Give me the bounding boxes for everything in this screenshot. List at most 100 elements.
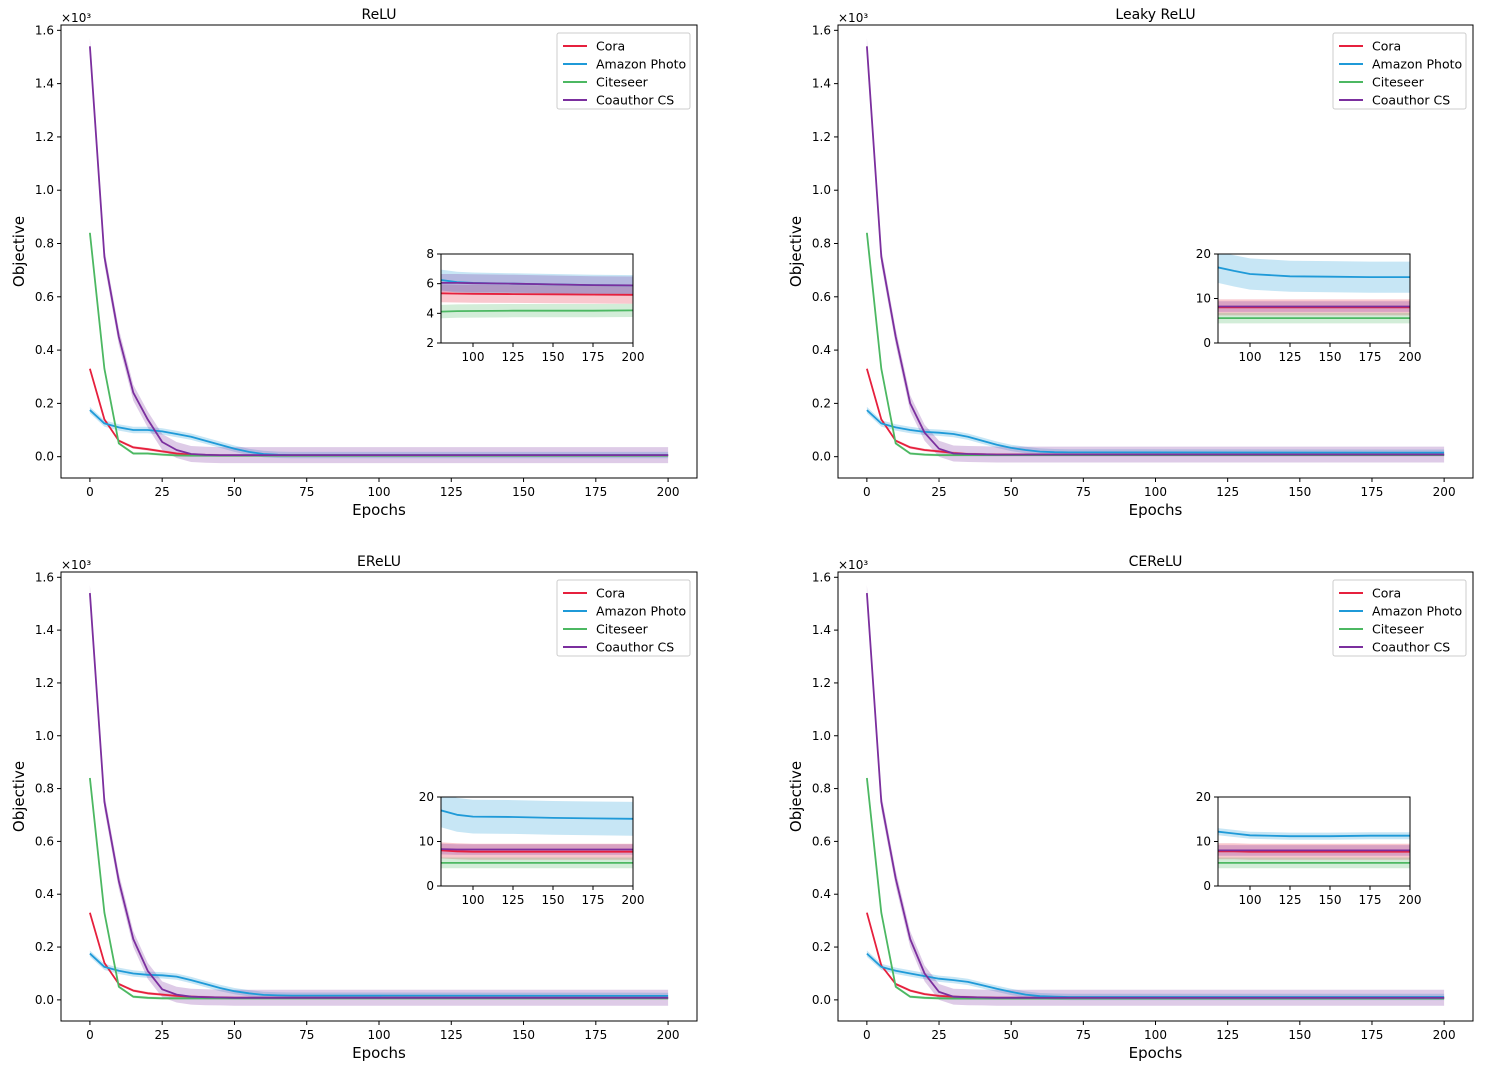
legend-box: [556, 32, 691, 110]
inset-y-tick-label: 6: [426, 277, 434, 291]
x-axis-label: Epochs: [352, 1044, 406, 1062]
chart-panel-4: 0 25 50 75 100 125 150 175 2000.00.20.40.60.81.0…: [787, 554, 1474, 1062]
chart-panel-3: 0 25 50 75 100 125 150 175 2000.00.20.40.60.81.0…: [10, 554, 698, 1062]
y-tick-label: 0.4: [812, 343, 831, 357]
x-tick-label: 100: [1144, 485, 1167, 499]
y-tick-label: 0.6: [812, 834, 831, 848]
legend-label: Cora: [596, 39, 625, 54]
main-2-band-coauthor: [89, 585, 669, 1006]
y-tick-label: 1.4: [812, 77, 831, 91]
legend: Cora Amazon Photo Citeseer Coauthor CS: [1332, 579, 1467, 657]
legend-label: Citeseer: [596, 75, 649, 90]
inset-y-tick-label: 0: [1203, 336, 1211, 350]
inset-x-tick-label: 100: [1239, 350, 1262, 364]
x-tick-label: 75: [299, 485, 314, 499]
inset-2-line-cora: [441, 849, 633, 853]
y-tick-label: 1.6: [35, 570, 54, 584]
x-tick-label: 25: [155, 485, 170, 499]
legend-label: Cora: [596, 586, 625, 601]
inset-x-tick-label: 175: [582, 350, 605, 364]
y-tick-label: 0.0: [35, 993, 54, 1007]
x-axis-label: Epochs: [1129, 501, 1183, 519]
x-tick-label: 200: [657, 1028, 680, 1042]
x-tick-label: 50: [1004, 1028, 1019, 1042]
inset-0-line-cora: [441, 292, 633, 296]
y-tick-label: 1.0: [35, 183, 54, 197]
x-tick-label: 0: [863, 1028, 871, 1042]
main-2-line-coauthor: [89, 593, 669, 999]
y-tick-label: 0.2: [35, 940, 54, 954]
inset-y-tick-label: 10: [1196, 292, 1211, 306]
x-tick-label: 50: [1004, 485, 1019, 499]
inset-y-tick-label: 10: [419, 835, 434, 849]
y-tick-label: 0.2: [812, 940, 831, 954]
inset-x-tick-label: 150: [542, 350, 565, 364]
inset-x-tick-label: 100: [1239, 893, 1262, 907]
inset-y-tick-label: 20: [1196, 790, 1211, 804]
main-2-band-amazon: [89, 950, 669, 1000]
x-axis-label: Epochs: [352, 501, 406, 519]
y-tick-label: 0.8: [812, 237, 831, 251]
y-tick-label: 0.8: [35, 782, 54, 796]
inset-1-plot-area: [1218, 254, 1410, 324]
chart-title: EReLU: [357, 554, 401, 570]
legend-box: [1332, 32, 1467, 110]
inset-x-tick-label: 125: [1279, 350, 1302, 364]
x-tick-label: 75: [1076, 485, 1091, 499]
y-tick-label: 1.4: [812, 623, 831, 637]
inset-plot: 100 125 150 175 200 0 10 20: [1196, 247, 1422, 364]
legend-label: Coauthor CS: [1372, 93, 1450, 108]
y-tick-label: 0.8: [812, 782, 831, 796]
inset-x-tick-label: 200: [1399, 350, 1422, 364]
main-3-band-amazon: [866, 950, 1445, 1001]
y-tick-label: 0.0: [812, 993, 831, 1007]
inset-x-tick-label: 125: [502, 350, 525, 364]
inset-y-tick-label: 0: [1203, 879, 1211, 893]
y-tick-label: 1.6: [35, 23, 54, 37]
inset-x-tick-label: 200: [622, 893, 645, 907]
legend-box: [1332, 579, 1467, 657]
main-0-band-amazon: [89, 406, 669, 459]
y-tick-label: 1.0: [812, 183, 831, 197]
inset-x-tick-label: 175: [582, 893, 605, 907]
y-tick-label: 0.6: [35, 290, 54, 304]
x-tick-label: 125: [1216, 485, 1239, 499]
main-1-plot-area: [866, 38, 1445, 463]
inset-y-tick-label: 0: [426, 879, 434, 893]
x-tick-label: 25: [155, 1028, 170, 1042]
x-tick-label: 100: [368, 485, 391, 499]
chart-title: Leaky ReLU: [1115, 7, 1195, 23]
main-2-line-amazon: [89, 952, 669, 997]
legend-label: Citeseer: [1372, 622, 1425, 637]
y-scale-multiplier: ×10³: [61, 558, 91, 572]
inset-3-line-amazon: [1218, 830, 1410, 838]
x-tick-label: 150: [512, 1028, 535, 1042]
inset-x-tick-label: 125: [502, 893, 525, 907]
x-tick-label: 175: [1361, 1028, 1384, 1042]
inset-background: [441, 797, 633, 886]
x-tick-label: 25: [931, 485, 946, 499]
legend-label: Coauthor CS: [596, 640, 674, 655]
x-tick-label: 125: [1216, 1028, 1239, 1042]
legend-label: Amazon Photo: [1372, 604, 1462, 619]
y-tick-label: 0.4: [35, 343, 54, 357]
inset-x-tick-label: 125: [1279, 893, 1302, 907]
inset-x-tick-label: 150: [1319, 893, 1342, 907]
legend-label: Amazon Photo: [1372, 57, 1462, 72]
x-tick-label: 25: [931, 1028, 946, 1042]
x-tick-label: 175: [584, 1028, 607, 1042]
inset-x-tick-label: 100: [462, 893, 485, 907]
legend-label: Coauthor CS: [596, 93, 674, 108]
y-tick-label: 0.2: [35, 396, 54, 410]
x-tick-label: 200: [1433, 1028, 1456, 1042]
x-tick-label: 175: [584, 485, 607, 499]
inset-1-line-amazon: [1218, 266, 1410, 279]
inset-x-tick-label: 100: [462, 350, 485, 364]
y-tick-label: 1.6: [812, 570, 831, 584]
y-tick-label: 0.6: [35, 834, 54, 848]
x-tick-label: 0: [86, 485, 94, 499]
inset-3-band-amazon: [1218, 828, 1410, 840]
inset-0-line-citeseer: [441, 309, 633, 313]
y-tick-label: 1.4: [35, 77, 54, 91]
